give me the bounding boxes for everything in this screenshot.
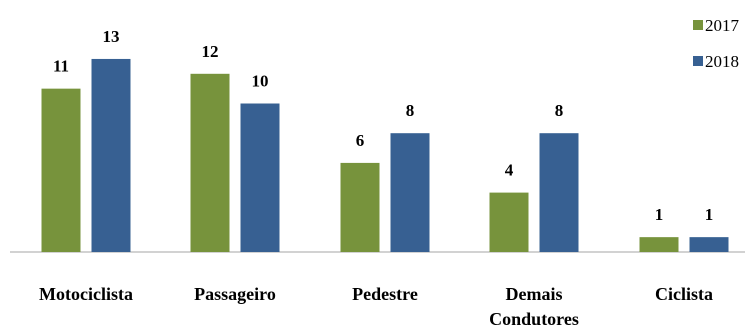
legend-swatch-2018 xyxy=(693,56,703,66)
bar-2018-4 xyxy=(690,237,729,252)
category-label-1: Passageiro xyxy=(194,284,276,304)
value-label-2017-3: 4 xyxy=(505,161,514,180)
legend-label-2017: 2017 xyxy=(705,16,740,35)
value-label-2017-4: 1 xyxy=(655,205,664,224)
category-label-3: Demais Condutores xyxy=(489,284,579,328)
value-label-2018-3: 8 xyxy=(555,101,564,120)
value-label-2018-0: 13 xyxy=(103,27,120,46)
value-label-2017-0: 11 xyxy=(53,57,69,76)
bar-2017-4 xyxy=(640,237,679,252)
bar-2017-1 xyxy=(191,74,230,252)
bar-2018-1 xyxy=(241,104,280,253)
bar-2017-3 xyxy=(490,193,529,252)
bar-2017-0 xyxy=(42,89,81,252)
value-label-2018-2: 8 xyxy=(406,101,415,120)
legend-label-2018: 2018 xyxy=(705,52,739,71)
legend: 2017 2018 xyxy=(693,16,740,71)
category-label-0: Motociclista xyxy=(39,284,133,304)
value-label-2018-4: 1 xyxy=(705,205,714,224)
bar-2018-2 xyxy=(391,133,430,252)
bar-2017-2 xyxy=(341,163,380,252)
value-label-2017-2: 6 xyxy=(356,131,365,150)
bar-2018-0 xyxy=(92,59,131,252)
bar-2018-3 xyxy=(540,133,579,252)
value-label-2018-1: 10 xyxy=(252,72,269,91)
category-labels-layer: Motociclista Passageiro Pedestre Demais Cond… xyxy=(39,284,713,328)
category-label-4: Ciclista xyxy=(655,284,713,304)
legend-swatch-2017 xyxy=(693,20,703,30)
bars-layer xyxy=(42,59,729,252)
category-label-2: Pedestre xyxy=(352,284,418,304)
value-label-2017-1: 12 xyxy=(202,42,219,61)
